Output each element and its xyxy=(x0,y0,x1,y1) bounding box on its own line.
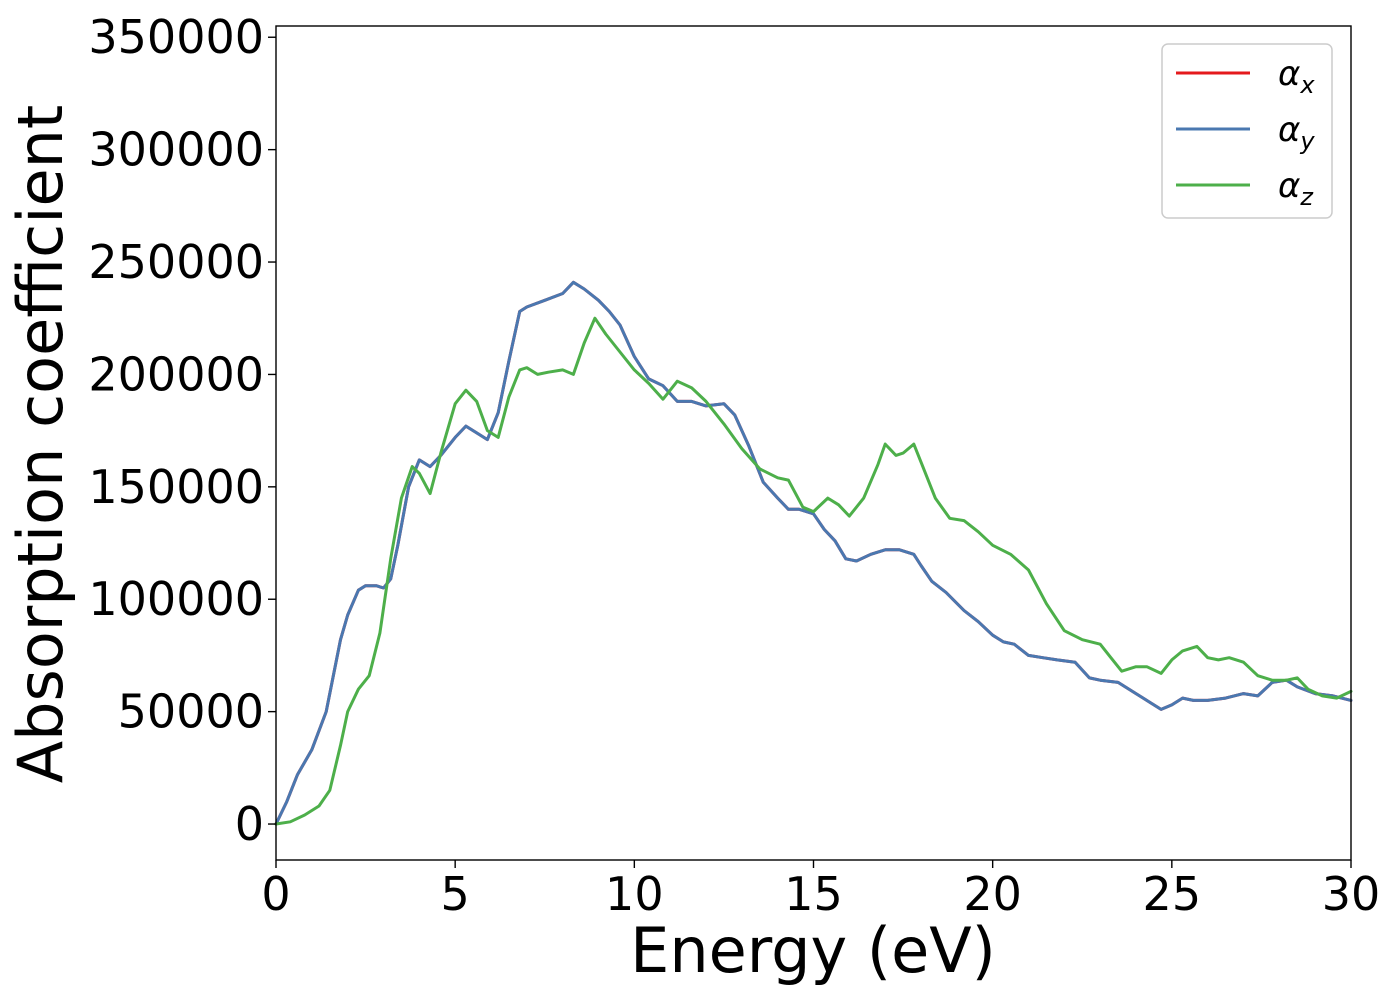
y-tick-label: 350000 xyxy=(88,10,264,64)
x-tick-label: 10 xyxy=(605,867,664,921)
series-line-2 xyxy=(274,316,1353,826)
x-tick-label: 15 xyxy=(784,867,843,921)
legend-label: αy xyxy=(1278,110,1315,155)
x-axis-title: Energy (eV) xyxy=(630,914,996,987)
series-line-0 xyxy=(274,280,1353,826)
x-tick-label: 30 xyxy=(1322,867,1381,921)
x-tick-label: 5 xyxy=(441,867,470,921)
x-tick-label: 25 xyxy=(1143,867,1202,921)
legend-label: αz xyxy=(1278,166,1314,211)
y-axis: 0 50000 100000 150000 200000 250000 300000 3500… xyxy=(88,10,276,851)
legend-label: αx xyxy=(1278,54,1315,99)
x-tick-label: 0 xyxy=(261,867,290,921)
y-tick-label: 250000 xyxy=(88,235,264,289)
legend: αx αy αz xyxy=(1161,43,1333,219)
x-tick-label: 20 xyxy=(963,867,1022,921)
y-tick-label: 100000 xyxy=(88,572,264,626)
legend-box xyxy=(1161,43,1333,219)
series-line-1 xyxy=(274,280,1353,826)
x-axis: 0 5 10 15 20 25 30 xyxy=(261,860,1380,921)
y-axis-title: Absorption coefficient xyxy=(4,105,77,784)
y-tick-label: 150000 xyxy=(88,460,264,514)
series-layer xyxy=(274,280,1353,826)
y-tick-label: 300000 xyxy=(88,123,264,177)
y-tick-label: 0 xyxy=(235,797,264,851)
y-tick-label: 200000 xyxy=(88,347,264,401)
y-tick-label: 50000 xyxy=(118,685,264,739)
